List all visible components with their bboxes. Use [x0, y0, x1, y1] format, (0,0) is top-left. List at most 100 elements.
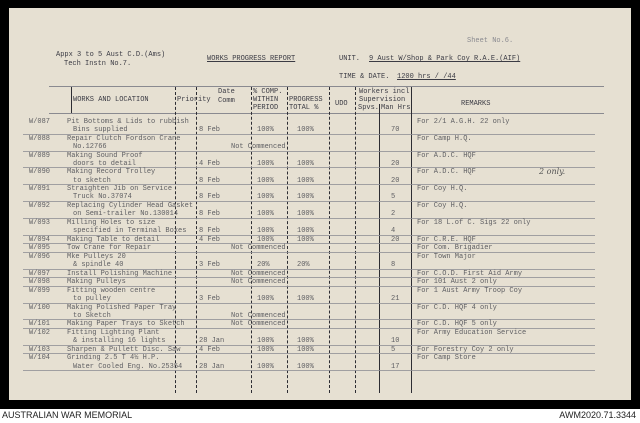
percent-complete-period: 100%	[257, 159, 274, 168]
work-order-number: W/091	[29, 185, 51, 194]
percent-complete-period: 100%	[257, 176, 274, 185]
row-rule	[23, 327, 595, 329]
date-commenced: 28 Jan	[199, 337, 225, 346]
progress-total: 100%	[297, 362, 314, 371]
remarks-text: For 101 Aust 2 only	[417, 278, 497, 287]
percent-complete-period: 100%	[257, 345, 274, 354]
date-commenced: 4 Feb	[199, 159, 221, 168]
work-order-number: W/093	[29, 218, 51, 227]
date-commenced: 3 Feb	[199, 261, 221, 269]
remarks-text: For 2/1 A.G.H. 22 only	[417, 118, 510, 126]
remarks-text: For Army Education Service	[417, 329, 527, 337]
remarks-text: For Forestry Coy 2 only	[417, 345, 514, 354]
work-order-number: W/094	[29, 235, 51, 244]
row-rule	[23, 243, 595, 245]
handwritten-note: 2 only.	[539, 167, 566, 177]
work-description: Bins supplied	[73, 126, 128, 135]
work-order-number: W/104	[29, 354, 51, 363]
status-text: Not Commenced	[231, 311, 286, 320]
row-rule	[23, 133, 595, 135]
percent-complete-period: 100%	[257, 193, 274, 202]
col-workers-1: Workers incl.	[359, 88, 414, 96]
man-hours: 20	[391, 176, 400, 185]
percent-complete-period: 100%	[257, 210, 274, 219]
row-rule	[23, 217, 595, 219]
progress-total: 100%	[297, 159, 314, 168]
remarks-text: For A.D.C. HQF	[417, 151, 476, 160]
work-order-number: W/095	[29, 244, 51, 253]
column-divider	[379, 104, 381, 393]
work-description: Straighten Jib on Service	[67, 185, 173, 194]
date-commenced: 8 Feb	[199, 176, 221, 185]
progress-total: 100%	[297, 126, 314, 135]
status-text: Not Commenced	[231, 278, 286, 287]
column-divider	[411, 87, 413, 393]
date-commenced: 28 Jan	[199, 362, 225, 371]
status-text: Not Commenced	[231, 143, 286, 151]
man-hours: 20	[391, 159, 400, 168]
footer-accession-number: AWM2020.71.3344	[559, 410, 636, 420]
work-order-number: W/098	[29, 278, 51, 287]
col-workers-2: Supervision	[359, 96, 406, 104]
col-pct-2: WITHIN	[253, 96, 279, 104]
work-order-number: W/100	[29, 303, 51, 312]
progress-total: 100%	[297, 227, 314, 235]
remarks-text: For Town Major	[417, 252, 476, 261]
remarks-text: For Com. Brigadier	[417, 244, 493, 253]
work-description: Making Sound Proof	[67, 151, 143, 160]
man-hours: 10	[391, 337, 400, 346]
work-description: & installing 16 lights	[73, 337, 166, 346]
remarks-text: For Camp H.Q.	[417, 134, 472, 143]
header-bottom-rule	[49, 113, 604, 114]
work-description: Sharpen & Pullett Disc. Saw	[67, 345, 181, 354]
work-description: Tow Crane for Repair	[67, 244, 152, 253]
remarks-text: For 1 Aust Army Troop Coy	[417, 286, 523, 295]
progress-total: 100%	[297, 176, 314, 185]
column-divider	[355, 87, 357, 393]
row-rule	[23, 268, 595, 270]
remarks-text: For C.D. HQF 4 only	[417, 303, 497, 312]
work-order-number: W/099	[29, 286, 51, 295]
col-priority: Priority	[177, 96, 211, 104]
work-order-number: W/087	[29, 118, 51, 126]
document-page: Sheet No.6. Appx 3 to 5 Aust C.D.(Ams) T…	[9, 8, 631, 400]
date-commenced: 8 Feb	[199, 227, 221, 235]
work-order-number: W/090	[29, 168, 51, 177]
percent-complete-period: 20%	[257, 261, 270, 269]
man-hours: 5	[391, 345, 396, 354]
row-rule	[23, 277, 595, 279]
progress-total: 100%	[297, 345, 314, 354]
status-text: Not Commenced	[231, 269, 286, 278]
instruction-reference: Tech Instn No.7.	[64, 60, 132, 68]
work-description: to sketch	[73, 176, 111, 185]
remarks-text: For Coy H.Q.	[417, 185, 468, 194]
remarks-text: For Camp Store	[417, 354, 476, 363]
work-description: No.12766	[73, 143, 107, 151]
percent-complete-period: 100%	[257, 227, 274, 235]
work-description: Making Pulleys	[67, 278, 126, 287]
date-commenced: 3 Feb	[199, 295, 221, 303]
man-hours: 21	[391, 295, 400, 303]
column-divider	[251, 87, 253, 393]
progress-total: 20%	[297, 261, 310, 269]
work-order-number: W/089	[29, 151, 51, 160]
work-description: Water Cooled Eng. No.25354	[73, 362, 183, 371]
work-description: Pit Bottoms & Lids to rubbish	[67, 118, 189, 126]
footer-institution: AUSTRALIAN WAR MEMORIAL	[2, 410, 133, 420]
row-rule	[23, 167, 595, 169]
work-order-number: W/101	[29, 320, 51, 329]
man-hours: 4	[391, 227, 396, 235]
remarks-text: For 18 L.of C. Sigs 22 only	[417, 218, 531, 227]
remarks-text: For C.D. HQF 5 only	[417, 320, 497, 329]
work-description: Grinding 2.5 T 4½ H.P.	[67, 354, 160, 363]
work-order-number: W/103	[29, 345, 51, 354]
man-hours: 20	[391, 235, 400, 244]
row-rule	[23, 319, 595, 321]
col-progress-2: TOTAL %	[289, 104, 319, 112]
col-progress-1: PROGRESS	[289, 96, 323, 104]
remarks-text: For Coy H.Q.	[417, 202, 468, 210]
appendix-reference: Appx 3 to 5 Aust C.D.(Ams)	[56, 51, 166, 59]
work-description: Making Table to detail	[67, 235, 160, 244]
row-rule	[23, 344, 595, 346]
row-rule	[23, 200, 595, 202]
